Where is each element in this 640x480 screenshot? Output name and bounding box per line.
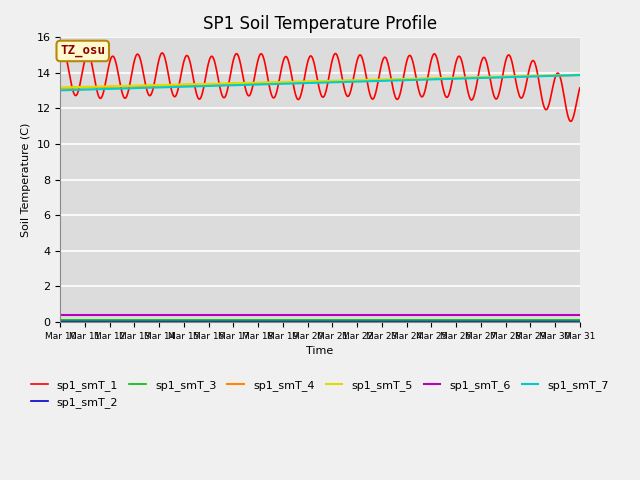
sp1_smT_7 <box>413 77 421 83</box>
sp1_smT_5 <box>109 84 117 89</box>
Line: sp1_smT_1: sp1_smT_1 <box>60 52 580 121</box>
sp1_smT_6 <box>471 312 479 318</box>
sp1_smT_5 <box>413 76 421 82</box>
sp1_smT_2 <box>109 318 117 324</box>
sp1_smT_7 <box>461 75 469 81</box>
sp1_smT_1 <box>413 82 421 88</box>
Line: sp1_smT_4: sp1_smT_4 <box>60 75 580 88</box>
sp1_smT_2 <box>471 318 479 324</box>
sp1_smT_3 <box>413 317 421 323</box>
sp1_smT_4 <box>576 72 584 78</box>
sp1_smT_4 <box>109 84 117 90</box>
sp1_smT_5 <box>285 79 293 85</box>
sp1_smT_1 <box>472 88 479 94</box>
sp1_smT_5 <box>471 74 479 80</box>
sp1_smT_2 <box>56 318 64 324</box>
sp1_smT_5 <box>576 72 584 78</box>
sp1_smT_1 <box>60 49 67 55</box>
sp1_smT_1 <box>567 119 575 124</box>
Text: TZ_osu: TZ_osu <box>60 45 105 58</box>
sp1_smT_2 <box>461 318 469 324</box>
sp1_smT_4 <box>413 76 421 82</box>
sp1_smT_6 <box>576 312 584 318</box>
sp1_smT_3 <box>576 317 584 323</box>
X-axis label: Time: Time <box>307 346 333 356</box>
sp1_smT_1 <box>56 56 64 61</box>
sp1_smT_4 <box>285 79 293 85</box>
sp1_smT_6 <box>285 312 293 318</box>
sp1_smT_1 <box>462 79 470 84</box>
sp1_smT_2 <box>413 318 421 324</box>
sp1_smT_6 <box>461 312 469 318</box>
sp1_smT_3 <box>285 317 293 323</box>
sp1_smT_4 <box>266 80 274 85</box>
sp1_smT_3 <box>56 317 64 323</box>
sp1_smT_3 <box>471 317 479 323</box>
Y-axis label: Soil Temperature (C): Soil Temperature (C) <box>20 122 31 237</box>
sp1_smT_1 <box>576 85 584 91</box>
sp1_smT_6 <box>413 312 421 318</box>
sp1_smT_3 <box>109 317 117 323</box>
sp1_smT_5 <box>56 84 64 90</box>
sp1_smT_3 <box>266 317 274 323</box>
sp1_smT_4 <box>471 75 479 81</box>
sp1_smT_7 <box>109 86 117 92</box>
sp1_smT_6 <box>266 312 274 318</box>
sp1_smT_5 <box>266 79 274 85</box>
sp1_smT_7 <box>56 87 64 93</box>
Line: sp1_smT_5: sp1_smT_5 <box>60 75 580 87</box>
sp1_smT_2 <box>576 318 584 324</box>
sp1_smT_6 <box>56 312 64 318</box>
sp1_smT_7 <box>266 81 274 87</box>
sp1_smT_5 <box>461 74 469 80</box>
sp1_smT_3 <box>461 317 469 323</box>
Title: SP1 Soil Temperature Profile: SP1 Soil Temperature Profile <box>203 15 437 33</box>
sp1_smT_2 <box>266 318 274 324</box>
sp1_smT_7 <box>576 72 584 78</box>
sp1_smT_4 <box>461 75 469 81</box>
sp1_smT_7 <box>471 75 479 81</box>
sp1_smT_1 <box>285 62 293 68</box>
sp1_smT_2 <box>285 318 293 324</box>
Legend: sp1_smT_1, sp1_smT_2, sp1_smT_3, sp1_smT_4, sp1_smT_5, sp1_smT_6, sp1_smT_7: sp1_smT_1, sp1_smT_2, sp1_smT_3, sp1_smT… <box>27 376 613 412</box>
sp1_smT_6 <box>109 312 117 318</box>
Line: sp1_smT_7: sp1_smT_7 <box>60 75 580 90</box>
sp1_smT_7 <box>285 81 293 86</box>
sp1_smT_1 <box>267 90 275 96</box>
sp1_smT_4 <box>56 85 64 91</box>
sp1_smT_1 <box>110 54 118 60</box>
